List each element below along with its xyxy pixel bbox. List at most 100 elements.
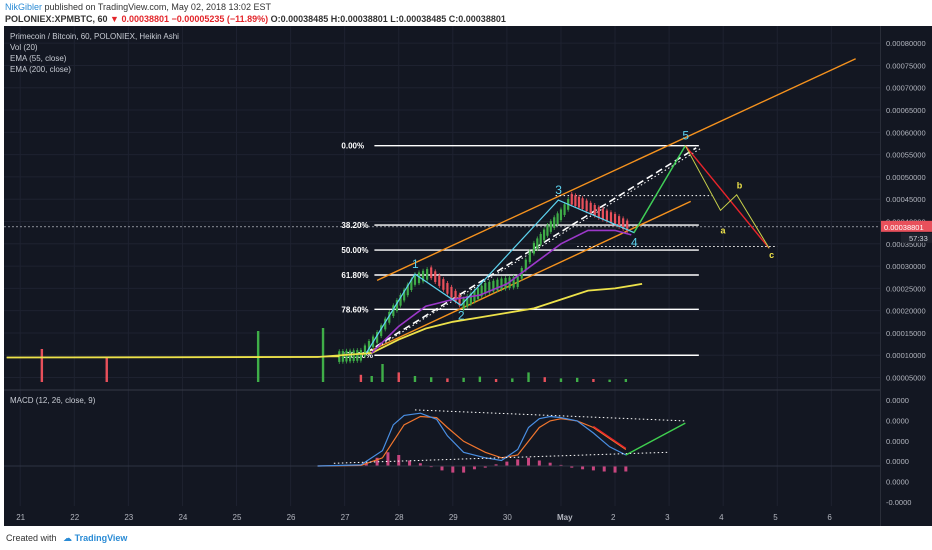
candle-body	[388, 312, 391, 323]
candle-body	[516, 276, 519, 288]
candle-body	[563, 204, 566, 215]
fib-label: 78.60%	[341, 305, 368, 314]
macd-hist-bar	[472, 466, 476, 470]
macd-hist-bar	[364, 463, 368, 466]
candle-body	[345, 350, 348, 362]
candle-body	[574, 195, 577, 207]
x-tick-label: 26	[287, 513, 296, 522]
fib-label: 0.00%	[341, 142, 364, 151]
legend-ema55[interactable]: EMA (55, close)	[10, 54, 67, 63]
projection-up	[633, 145, 686, 233]
price-axis[interactable]: 0.00080000 0.00075000 0.00070000 0.00065000…	[880, 26, 932, 526]
macd-projection-down	[593, 425, 627, 449]
chart-area[interactable]: 0.00%38.20%50.00%61.80%78.60%100.00% 123…	[4, 26, 880, 526]
created-with-text: Created with	[6, 533, 57, 543]
candle-body	[524, 259, 527, 271]
author-link[interactable]: NikGibler	[5, 2, 43, 12]
candle-body	[462, 298, 465, 310]
tradingview-logo-icon: ☁	[63, 533, 73, 543]
macd-hist-bar	[375, 457, 379, 466]
time-axis-bg	[4, 508, 880, 526]
candle-body	[546, 225, 549, 236]
volume-bar	[359, 374, 363, 382]
legend-ema200[interactable]: EMA (200, close)	[10, 65, 71, 74]
macd-hist-bar	[591, 466, 595, 471]
y-tick-label: 0.00005000	[886, 374, 926, 383]
volume-bar	[321, 328, 325, 382]
candle-body	[605, 210, 609, 222]
macd-hist-bar	[462, 466, 466, 473]
x-tick-label: 23	[124, 513, 133, 522]
macd-hist-bar	[429, 466, 433, 468]
volume-bar	[559, 378, 563, 382]
macd-tick-label: -0.0000	[886, 498, 911, 507]
channel-dotted	[371, 147, 702, 352]
macd-hist-bar	[483, 466, 487, 468]
legend-vol[interactable]: Vol (20)	[10, 43, 38, 52]
candle-body	[384, 318, 387, 330]
volume-bar	[494, 379, 498, 382]
y-tick-label: 0.00060000	[886, 128, 926, 137]
volume-bar	[397, 372, 400, 382]
price-axis-canvas: 0.00080000 0.00075000 0.00070000 0.00065000…	[881, 39, 932, 507]
candle-body	[406, 284, 409, 296]
projection-down	[684, 145, 770, 249]
candle-body	[376, 332, 379, 343]
y-tick-label: 0.00020000	[886, 307, 926, 316]
candle-body	[363, 345, 367, 357]
candle-body	[341, 351, 344, 362]
candle-body	[528, 251, 531, 262]
x-tick-label: 21	[16, 513, 25, 522]
volume-bar	[381, 364, 384, 382]
macd-hist-bar	[581, 466, 585, 470]
x-tick-label: 25	[233, 513, 242, 522]
macd-hist-bar	[494, 464, 498, 466]
channel-lower	[360, 200, 692, 356]
candle-body	[488, 281, 491, 293]
wave-label: 4	[631, 236, 638, 250]
ema200-line	[6, 283, 643, 359]
y-tick-label: 0.00045000	[886, 195, 926, 204]
time-axis: 21 22 23 24 25 26 27 28 29 30 May 2 3 4 5 6	[4, 508, 880, 526]
candle-body	[446, 283, 449, 294]
x-tick-label: 29	[449, 513, 458, 522]
candle-body	[348, 350, 352, 362]
y-tick-label: 0.00010000	[886, 351, 926, 360]
volume-bar	[370, 376, 373, 382]
macd-hist-bar	[451, 466, 455, 473]
candle-body	[556, 213, 559, 225]
candle-body	[512, 276, 515, 288]
candle-body	[469, 293, 472, 305]
candle-body	[359, 349, 362, 361]
macd-hist-bar	[527, 457, 531, 466]
legend-macd[interactable]: MACD (12, 26, close, 9)	[10, 396, 96, 405]
macd-hist-bar	[418, 463, 422, 466]
fib-label: 61.80%	[341, 271, 368, 280]
macd-hist-bar	[505, 461, 509, 466]
volume-bar	[446, 378, 449, 382]
candle-body	[601, 208, 604, 220]
corrective-path	[684, 145, 770, 249]
macd-hist-bar	[516, 459, 520, 466]
candle-body	[542, 229, 546, 241]
x-tick-label: 24	[178, 513, 187, 522]
candle-body	[626, 220, 629, 232]
x-tick-label: May	[557, 513, 573, 522]
footer-bar: Created with ☁ TradingView	[0, 526, 932, 550]
chart-canvas[interactable]: 0.00%38.20%50.00%61.80%78.60%100.00% 123…	[4, 26, 880, 526]
candle-body	[356, 350, 359, 361]
tradingview-brand[interactable]: TradingView	[74, 533, 128, 543]
legend-title: Primecoin / Bitcoin, 60, POLONIEX, Heiki…	[10, 32, 179, 41]
macd-hist-bar	[386, 452, 390, 466]
candle-body	[539, 233, 542, 245]
candle-body	[352, 350, 355, 362]
candle-body	[426, 269, 429, 280]
volume-bar	[575, 377, 579, 382]
candle-body	[581, 198, 584, 210]
fib-label: 50.00%	[341, 246, 368, 255]
corrective-label: a	[720, 226, 726, 236]
candle-body	[613, 213, 617, 225]
signal-line	[317, 415, 627, 467]
candle-body	[403, 289, 406, 301]
x-tick-label: 28	[395, 513, 404, 522]
